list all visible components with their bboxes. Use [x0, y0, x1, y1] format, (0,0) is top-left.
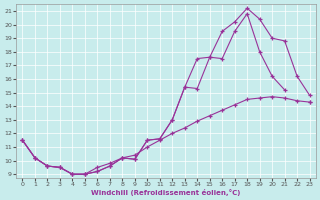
X-axis label: Windchill (Refroidissement éolien,°C): Windchill (Refroidissement éolien,°C) — [91, 189, 241, 196]
